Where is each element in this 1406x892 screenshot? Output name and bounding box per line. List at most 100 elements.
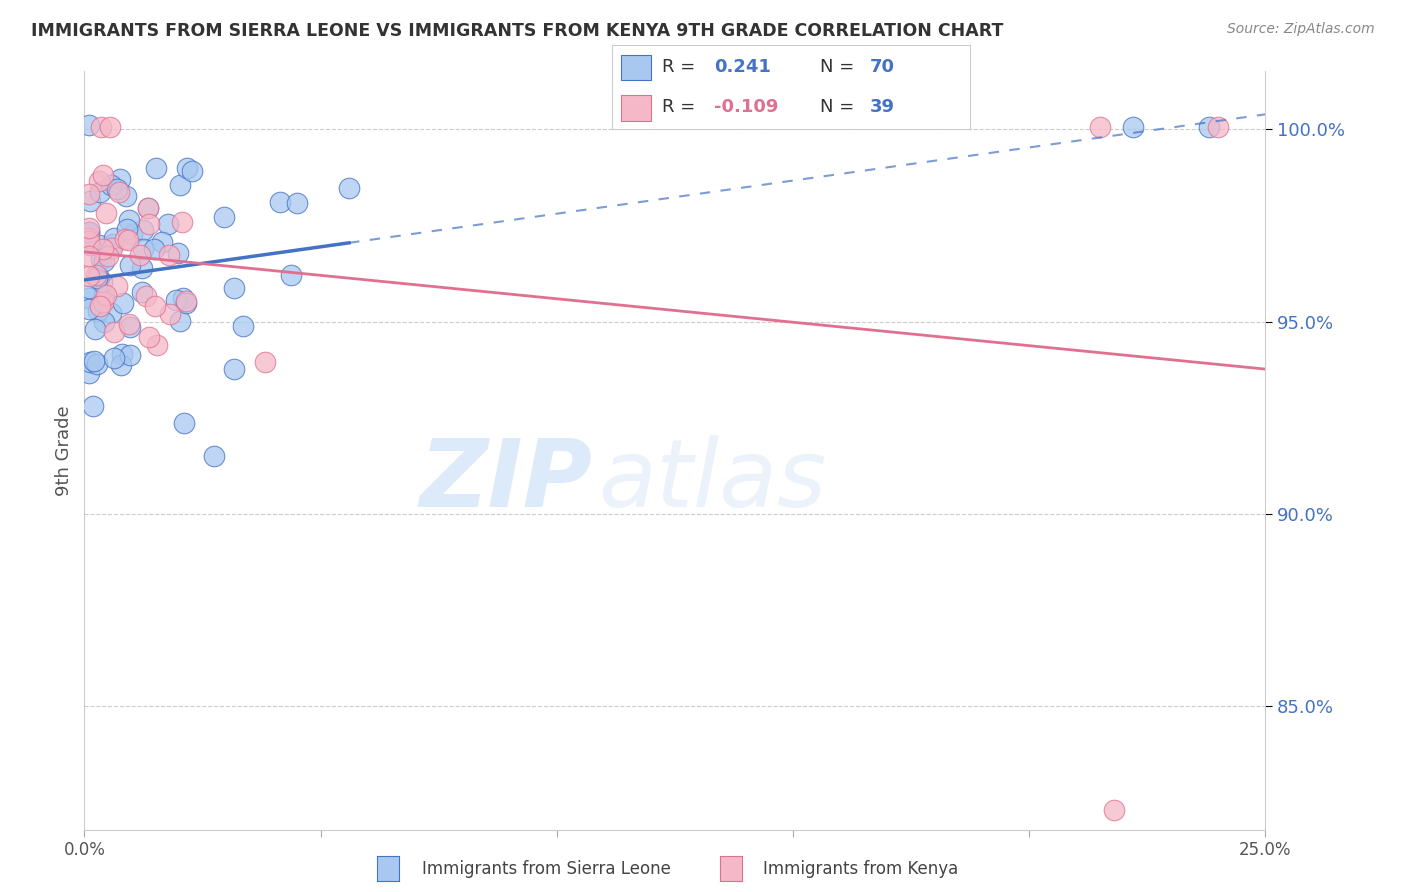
Point [77,220,100,235]
Point [89,185,111,199]
Point [97,249,120,263]
Point [108,171,131,186]
Point [138,218,160,232]
Point [142,242,165,256]
Point [181,163,204,178]
Point [103,325,125,339]
Point [143,300,166,314]
Point [132,223,155,237]
Text: R =: R = [662,58,700,76]
Point [131,260,153,275]
Point [136,201,159,215]
Point [100,306,122,320]
Point [82,399,104,413]
Point [232,318,254,333]
Point [87,173,110,187]
Point [131,285,153,299]
Point [87,269,110,284]
Point [86,358,108,372]
Point [79,237,101,252]
FancyBboxPatch shape [620,95,651,120]
Point [269,195,291,210]
Point [77,225,100,239]
Point [174,293,197,308]
Point [159,307,181,321]
Point [96,288,118,302]
Point [87,303,110,318]
Point [111,296,134,310]
Point [115,189,138,203]
Text: 39: 39 [870,98,894,116]
Point [77,187,100,202]
Point [128,247,150,261]
Point [111,346,134,360]
Point [176,161,198,175]
Point [169,178,191,192]
Point [224,281,246,295]
Point [131,243,153,257]
Point [1102,803,1125,817]
Y-axis label: 9th Grade: 9th Grade [55,405,73,496]
Point [285,195,308,210]
Point [103,231,125,245]
Text: Immigrants from Kenya: Immigrants from Kenya [763,860,959,878]
Point [121,227,143,242]
Point [84,268,107,282]
Point [77,249,100,263]
Point [120,320,142,334]
Point [90,252,112,266]
Point [176,296,198,310]
Point [93,254,115,268]
Point [100,178,122,192]
Point [136,201,159,215]
Point [105,279,128,293]
Text: Immigrants from Sierra Leone: Immigrants from Sierra Leone [422,860,671,878]
Point [165,293,187,307]
Point [202,449,225,463]
Point [117,233,139,247]
Point [1122,120,1144,135]
Point [89,300,111,314]
Point [118,317,141,331]
Point [1198,120,1220,135]
Point [94,206,117,220]
Point [135,288,157,302]
Point [83,353,105,368]
Point [79,194,101,209]
Point [172,291,194,305]
Point [91,294,114,309]
Text: R =: R = [662,98,700,116]
Text: Source: ZipAtlas.com: Source: ZipAtlas.com [1227,22,1375,37]
Point [224,361,246,376]
Point [77,291,100,305]
Point [1206,120,1229,135]
Text: 70: 70 [870,58,894,76]
Point [280,268,302,282]
Point [118,258,141,272]
Text: atlas: atlas [598,435,827,526]
Point [145,161,167,175]
Point [93,315,115,329]
Point [138,329,160,343]
Text: 0.241: 0.241 [714,58,770,76]
Point [91,242,114,256]
Point [83,322,105,336]
Text: IMMIGRANTS FROM SIERRA LEONE VS IMMIGRANTS FROM KENYA 9TH GRADE CORRELATION CHAR: IMMIGRANTS FROM SIERRA LEONE VS IMMIGRAN… [31,22,1004,40]
Point [157,247,180,261]
Point [98,120,121,135]
Point [173,416,195,430]
Point [101,241,124,255]
Text: N =: N = [820,98,859,116]
Point [77,234,100,248]
Point [79,355,101,369]
Point [169,314,191,328]
Point [146,338,169,352]
Point [86,271,108,285]
Point [105,182,128,196]
Point [77,366,100,380]
Point [87,237,110,252]
FancyBboxPatch shape [620,54,651,80]
Point [77,118,100,132]
Point [115,222,138,236]
Point [77,231,100,245]
